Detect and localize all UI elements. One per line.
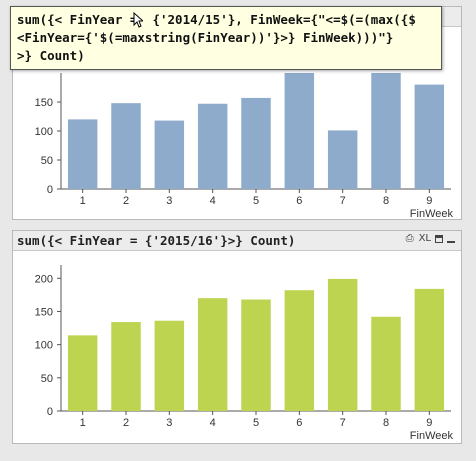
y-tick-label: 100 <box>35 126 53 138</box>
bar[interactable] <box>67 119 98 189</box>
caption-icons: ⎙ XL <box>405 233 455 244</box>
bar[interactable] <box>414 288 445 411</box>
chart-caption[interactable]: sum({< FinYear = {'2015/16'}>} Count) ⎙ … <box>13 231 461 251</box>
y-tick-label: 50 <box>41 155 53 167</box>
x-tick-label: 4 <box>210 417 216 429</box>
bar[interactable] <box>327 130 358 189</box>
x-tick-label: 4 <box>210 195 216 207</box>
x-tick-label: 7 <box>340 195 346 207</box>
x-tick-label: 1 <box>80 417 86 429</box>
bar[interactable] <box>197 298 228 411</box>
bar[interactable] <box>414 84 445 189</box>
x-tick-label: 6 <box>296 417 302 429</box>
minimize-icon[interactable] <box>447 240 455 243</box>
x-tick-label: 5 <box>253 417 259 429</box>
chart-caption-title: sum({< FinYear = {'2015/16'}>} Count) <box>17 233 296 248</box>
x-tick-label: 8 <box>383 417 389 429</box>
y-tick-label: 50 <box>41 373 53 385</box>
x-tick-label: 9 <box>426 195 432 207</box>
expression-tooltip: sum({< FinYear = {'2014/15'}, FinWeek={"… <box>10 6 442 70</box>
x-tick-label: 9 <box>426 417 432 429</box>
bar[interactable] <box>154 320 185 411</box>
x-tick-label: 5 <box>253 195 259 207</box>
bar[interactable] <box>111 322 141 411</box>
x-tick-label: 8 <box>383 195 389 207</box>
bar[interactable] <box>371 316 401 411</box>
y-tick-label: 150 <box>35 306 53 318</box>
print-icon[interactable]: ⎙ <box>405 232 414 244</box>
x-tick-label: 2 <box>123 417 129 429</box>
y-tick-label: 150 <box>35 97 53 109</box>
text-cursor-icon <box>133 12 143 28</box>
x-tick-label: 3 <box>166 417 172 429</box>
x-tick-label: 1 <box>80 195 86 207</box>
bar[interactable] <box>67 335 98 411</box>
bar[interactable] <box>241 97 271 189</box>
bar[interactable] <box>327 278 358 411</box>
bar[interactable] <box>197 103 228 189</box>
chart-panel-2015-16[interactable]: sum({< FinYear = {'2015/16'}>} Count) ⎙ … <box>12 230 462 444</box>
restore-icon[interactable] <box>435 234 443 243</box>
x-tick-label: 2 <box>123 195 129 207</box>
y-tick-label: 0 <box>47 184 53 196</box>
x-tick-label: 7 <box>340 417 346 429</box>
bar[interactable] <box>284 290 315 411</box>
y-tick-label: 0 <box>47 406 53 418</box>
bar[interactable] <box>111 103 141 189</box>
bar[interactable] <box>241 299 271 411</box>
y-tick-label: 100 <box>35 340 53 352</box>
x-tick-label: 3 <box>166 195 172 207</box>
bar[interactable] <box>154 120 185 189</box>
y-tick-label: 200 <box>35 273 53 285</box>
x-axis-title: FinWeek <box>410 208 454 220</box>
x-axis-title: FinWeek <box>410 430 454 442</box>
x-tick-label: 6 <box>296 195 302 207</box>
export-xl-icon[interactable]: XL <box>418 233 431 244</box>
bar[interactable] <box>371 73 401 189</box>
bar[interactable] <box>284 73 315 189</box>
